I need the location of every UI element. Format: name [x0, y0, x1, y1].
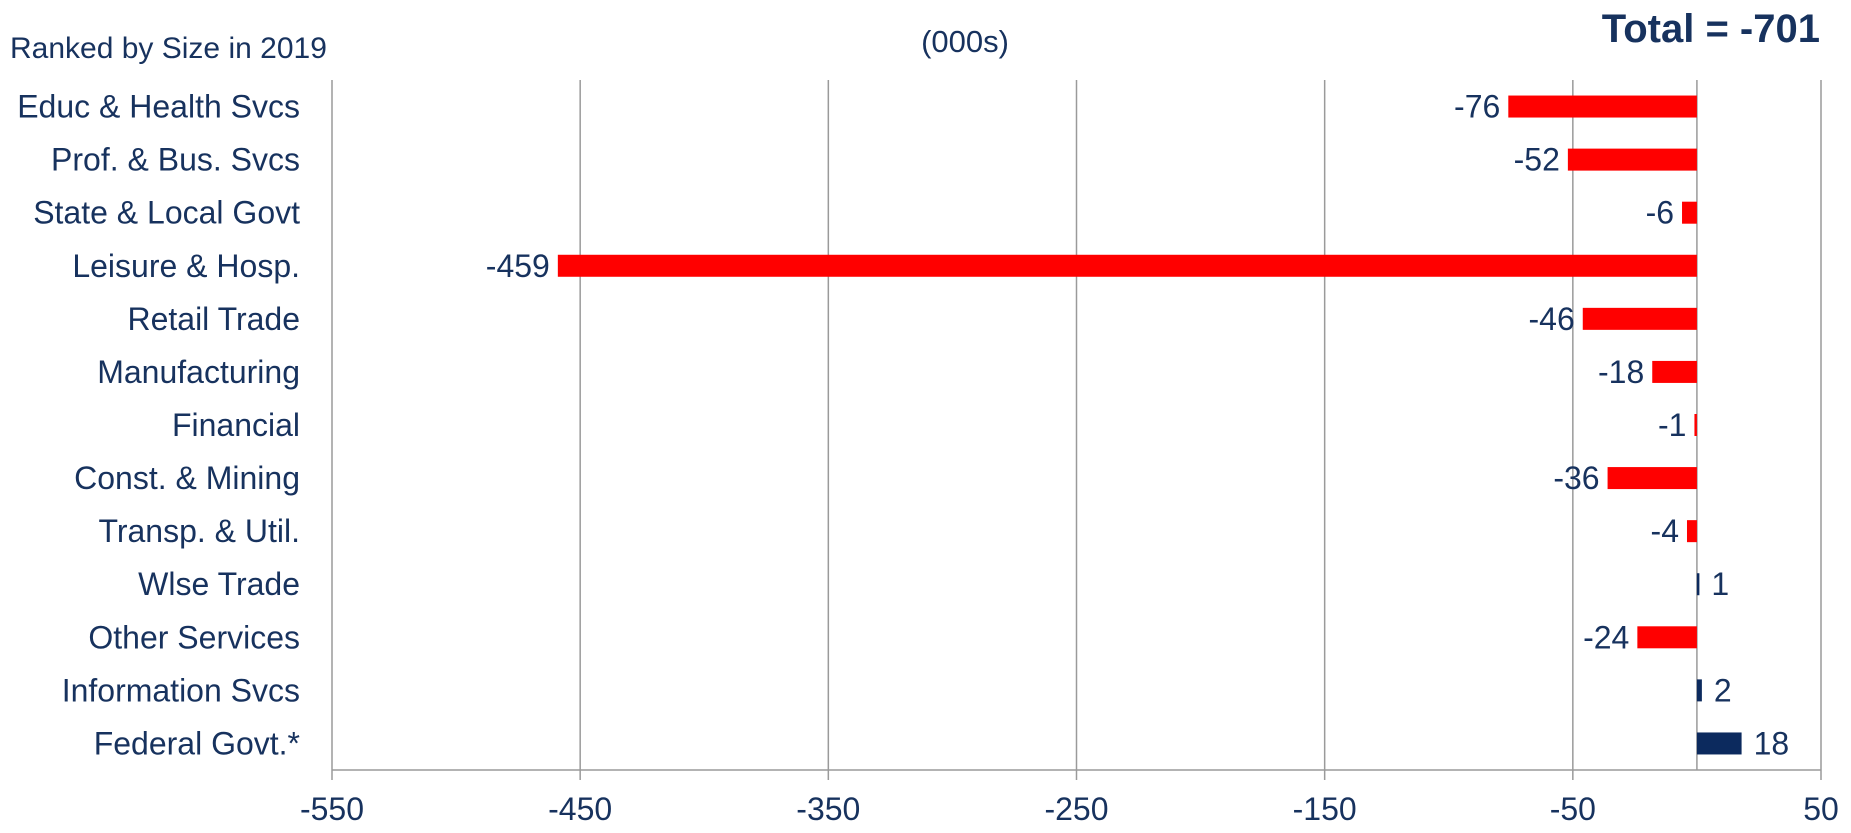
data-label: 1: [1711, 566, 1729, 602]
total-label: Total = -701: [1602, 7, 1820, 51]
data-label: -4: [1651, 513, 1679, 549]
bar: [1696, 573, 1700, 596]
data-label: -52: [1514, 142, 1560, 178]
x-tick-labels: -550 -450 -350 -250 -150 -50 50: [300, 791, 1839, 827]
category-label: Transp. & Util.: [98, 513, 300, 549]
category-label: Wlse Trade: [138, 566, 300, 602]
x-tick-label: -450: [548, 791, 612, 827]
data-label: -76: [1454, 89, 1500, 125]
x-tick-label: -250: [1044, 791, 1108, 827]
category-label: Information Svcs: [62, 672, 300, 708]
category-label: Manufacturing: [97, 354, 300, 390]
data-label: -18: [1598, 354, 1644, 390]
bar: [1567, 148, 1697, 171]
grid-layer: [331, 80, 1822, 780]
bar: [1696, 679, 1702, 702]
category-label: Educ & Health Svcs: [17, 89, 300, 125]
labels-layer: -76 -52 -6 -459 -46 -18 -1 -36 -4 1 -24 2 18: [486, 89, 1789, 762]
data-label: -6: [1646, 195, 1674, 231]
bar: [1686, 520, 1697, 543]
data-label: -459: [486, 248, 550, 284]
data-label: -24: [1583, 619, 1629, 655]
data-label: 2: [1714, 672, 1732, 708]
category-label: Financial: [172, 407, 300, 443]
category-label: Const. & Mining: [74, 460, 300, 496]
bar: [557, 254, 1697, 277]
category-label: Leisure & Hosp.: [72, 248, 300, 284]
bar: [1694, 414, 1697, 436]
category-label: Prof. & Bus. Svcs: [51, 142, 300, 178]
x-tick-label: -50: [1550, 791, 1596, 827]
bar: [1682, 201, 1697, 224]
category-label: Other Services: [88, 619, 300, 655]
category-labels: Educ & Health Svcs Prof. & Bus. Svcs State…: [17, 89, 300, 762]
category-label: State & Local Govt: [33, 195, 300, 231]
x-tick-label: -550: [300, 791, 364, 827]
bar: [1582, 307, 1697, 330]
x-tick-label: 50: [1803, 791, 1839, 827]
bar: [1696, 732, 1742, 755]
category-label: Federal Govt.*: [94, 725, 300, 761]
bars-layer: [557, 95, 1742, 755]
data-label: 18: [1754, 725, 1790, 761]
bar: [1607, 467, 1697, 490]
bar: [1652, 360, 1697, 383]
x-tick-label: -150: [1293, 791, 1357, 827]
unit-label: (000s): [921, 24, 1009, 59]
data-label: -1: [1658, 407, 1686, 443]
ranking-note: Ranked by Size in 2019: [10, 32, 327, 65]
x-tick-label: -350: [796, 791, 860, 827]
data-label: -36: [1553, 460, 1599, 496]
category-label: Retail Trade: [127, 301, 300, 337]
bar: [1508, 95, 1697, 118]
bar: [1637, 626, 1697, 649]
data-label: -46: [1529, 301, 1575, 337]
